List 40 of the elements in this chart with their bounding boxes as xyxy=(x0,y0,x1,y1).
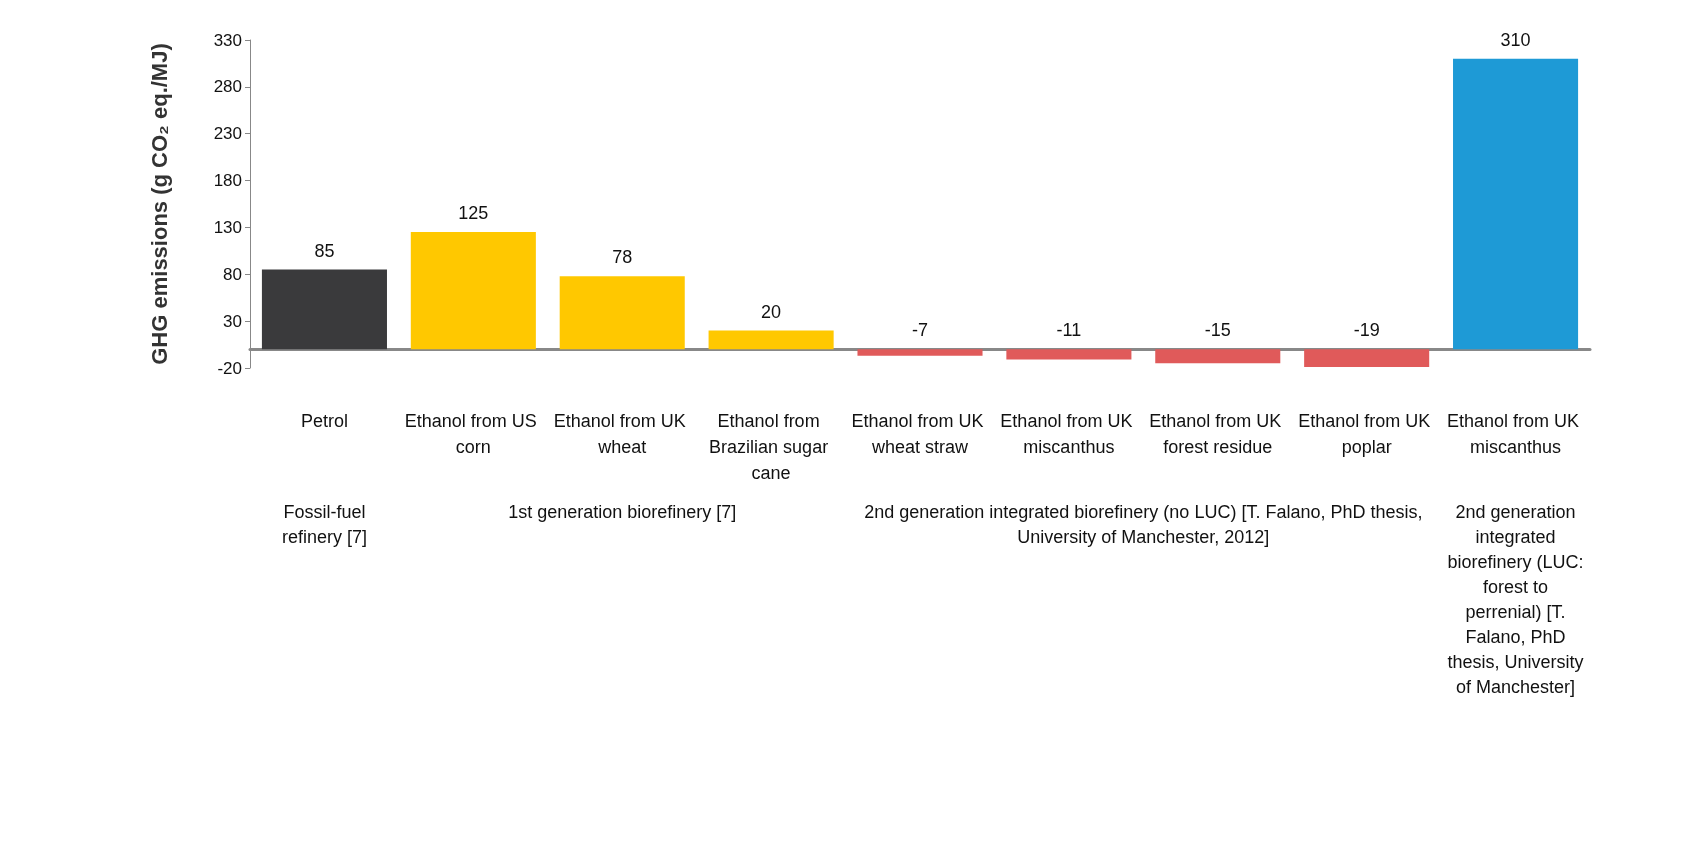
y-tick-label: 280 xyxy=(213,77,242,97)
x-tick-label: Ethanol from UK wheat xyxy=(553,411,691,457)
data-label: -15 xyxy=(1204,320,1231,341)
x-tick-label: Ethanol from UK miscanthus xyxy=(1447,411,1585,457)
x-tick-label: Ethanol from US corn xyxy=(404,411,542,457)
y-axis-title: GHG emissions (g CO₂ eq./MJ) xyxy=(146,43,172,365)
bar xyxy=(708,330,834,350)
x-tick-label: Ethanol from Brazilian sugar cane xyxy=(709,411,834,483)
data-label: 78 xyxy=(612,247,633,268)
y-tick-label: 80 xyxy=(223,264,242,284)
bar xyxy=(410,232,536,350)
y-tick-label: 130 xyxy=(213,217,242,237)
text: Fossil-fuel refinery [7] xyxy=(280,501,368,549)
y-tick-label: 180 xyxy=(213,171,242,191)
x-tick-label: Ethanol from UK forest residue xyxy=(1149,411,1287,457)
bar xyxy=(261,269,387,350)
text: 2nd generation integrated biorefinery (LUC: forest to perrenial) [T. Falano, PhD thesis, University of Manchester] xyxy=(1446,501,1585,699)
bar xyxy=(559,276,685,350)
data-label: -11 xyxy=(1056,320,1082,341)
data-label: 125 xyxy=(458,203,489,224)
bar xyxy=(1155,349,1281,364)
data-label: 85 xyxy=(314,240,335,261)
text: 2nd generation integrated biorefinery (no LUC) [T. Falano, PhD thesis, University of Manchester, 2012] xyxy=(863,501,1424,549)
bar xyxy=(1006,349,1132,360)
data-label: 20 xyxy=(761,301,782,322)
bar xyxy=(1453,58,1579,350)
x-tick-label: Ethanol from UK poplar xyxy=(1298,411,1436,457)
bar xyxy=(1304,349,1430,368)
text: 1st generation biorefinery [7] xyxy=(507,501,738,524)
data-label: 310 xyxy=(1500,29,1531,50)
x-tick-label: Ethanol from UK wheat straw xyxy=(851,411,989,457)
data-label: -7 xyxy=(911,320,929,341)
data-label: -19 xyxy=(1353,320,1380,341)
x-tick-label: Petrol xyxy=(300,411,348,431)
y-tick-label: -20 xyxy=(217,358,242,378)
y-tick-label: 330 xyxy=(213,30,242,50)
x-tick-label: Ethanol from UK miscanthus xyxy=(1000,411,1138,457)
bar xyxy=(857,349,983,356)
y-tick-label: 230 xyxy=(213,124,242,144)
y-tick-label: 30 xyxy=(223,311,242,331)
